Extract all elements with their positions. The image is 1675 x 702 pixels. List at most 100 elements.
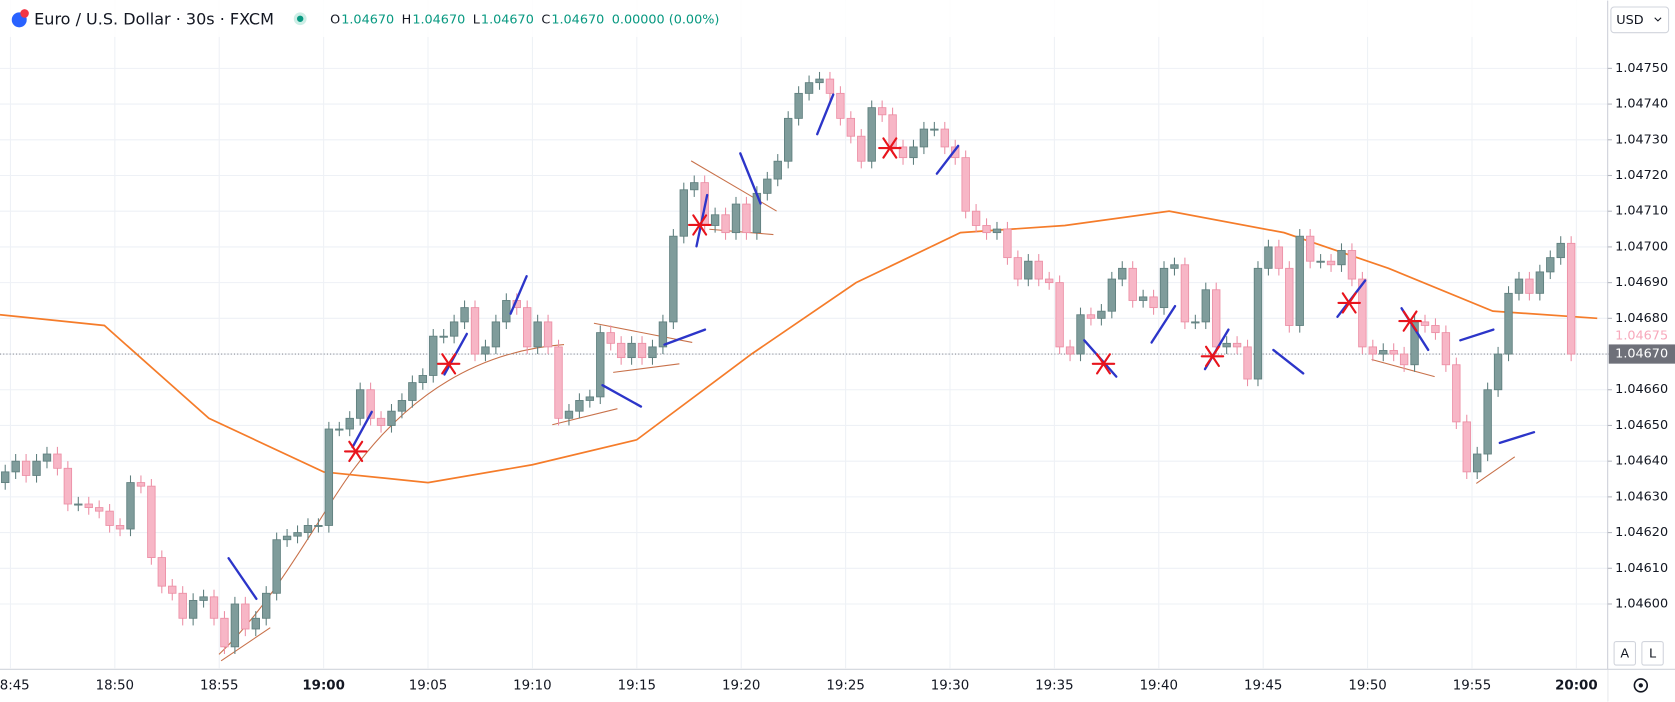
ohlc-key: H [402, 12, 412, 27]
candle-body [1285, 267, 1294, 326]
candle-body [658, 321, 668, 348]
candle-body [1253, 267, 1263, 380]
candle-body [1138, 296, 1148, 301]
candle-body [272, 539, 281, 594]
log-scale-button[interactable] [1641, 641, 1664, 666]
moving-average [0, 210, 1598, 484]
candle-body [470, 307, 480, 355]
candle-body [877, 107, 887, 116]
candle-body [616, 342, 626, 359]
settings-icon [1638, 683, 1643, 688]
candle-body [439, 335, 448, 338]
candle-body [992, 228, 1002, 234]
candle-body [126, 482, 135, 530]
candle-body [53, 453, 62, 469]
candle-body [1222, 342, 1231, 348]
x-tick-label: 19:40 [1140, 678, 1178, 693]
candle-body [794, 92, 803, 119]
candle-body [1065, 346, 1075, 355]
signal-stars [343, 137, 1422, 463]
x-tick-label: 19:45 [1244, 678, 1282, 693]
candle-body [1086, 314, 1096, 319]
blue-line [739, 152, 762, 205]
y-tick-label: 1.04750 [1615, 61, 1668, 76]
x-tick-label: 18:55 [200, 678, 238, 693]
candle-body [888, 114, 897, 148]
price-scale: 1.04600 1.04610 1.04620 1.04630 1.04640 1.046… [1607, 61, 1675, 611]
candle-body [1159, 267, 1169, 309]
candle-body [251, 617, 260, 630]
candle-body [355, 389, 365, 419]
symbol-title[interactable]: Euro / U.S. Dollar · 30s · FXCM [34, 9, 274, 28]
y-tick-label: 1.04620 [1615, 525, 1668, 540]
currency-label[interactable]: USD [1616, 13, 1643, 28]
y-tick-label: 1.04630 [1615, 489, 1668, 504]
candle-body [543, 321, 553, 348]
ohlc-value: 1.04670 [412, 12, 465, 27]
candle-body [1316, 260, 1325, 263]
x-tick-label: 19:30 [931, 678, 969, 693]
candle-body [366, 389, 375, 419]
candle-body [909, 146, 918, 159]
ohlc-value: 1.04670 [341, 12, 394, 27]
candle-body [627, 342, 636, 359]
candle-body [1034, 260, 1043, 280]
x-tick-label: 19:55 [1453, 678, 1491, 693]
candle-body [648, 346, 657, 359]
candle-body [1441, 332, 1451, 366]
signal-star [441, 353, 457, 375]
candle-body [241, 603, 250, 630]
candle-body [1514, 278, 1524, 294]
candle-body [1044, 278, 1054, 284]
blue-line [1498, 431, 1536, 445]
candle-body [105, 510, 114, 526]
y-tick-label: 1.04650 [1615, 418, 1668, 433]
candle-body [1462, 421, 1471, 473]
candle-body [1149, 296, 1158, 309]
auto-scale-button[interactable] [1613, 641, 1637, 666]
candle-body [293, 532, 302, 537]
y-tick-label: 1.04720 [1615, 168, 1668, 183]
log-scale-label[interactable]: L [1649, 646, 1657, 661]
trend-line [220, 627, 271, 662]
auto-scale-label[interactable]: A [1620, 646, 1629, 661]
candle-body [115, 525, 125, 530]
candle-body [1305, 235, 1315, 262]
currency-button[interactable] [1610, 6, 1670, 34]
candle-body [157, 557, 166, 587]
signal-star [348, 440, 364, 463]
y-tick-label: 1.04660 [1615, 382, 1668, 397]
candle-body [1420, 321, 1430, 326]
blue-line [1150, 304, 1177, 344]
ohlc-value: 1.04670 [481, 12, 534, 27]
candle-body [1546, 257, 1555, 273]
candle-body [418, 375, 427, 384]
candle-body [63, 467, 73, 505]
candle-body [502, 300, 511, 323]
candle-body [1399, 353, 1409, 366]
candle-body [11, 460, 20, 473]
candle-body [397, 400, 407, 412]
candle-body [898, 146, 908, 159]
candle-body [188, 599, 198, 619]
candle-body [1180, 264, 1190, 323]
y-tick-label: 1.04680 [1615, 311, 1668, 326]
candle-body [1201, 289, 1210, 323]
candle-body [136, 482, 146, 487]
candle-body [1170, 264, 1179, 269]
candle-body [1232, 342, 1242, 348]
candle-body [282, 535, 292, 541]
candle-body [784, 117, 793, 162]
x-tick-label: 19:05 [409, 678, 447, 693]
trend-line [709, 228, 774, 236]
settings-icon[interactable] [1633, 678, 1649, 693]
y-tick-label: 1.04640 [1615, 454, 1668, 469]
candle-body [742, 203, 751, 234]
candle-body [1264, 246, 1273, 269]
candle-body [982, 225, 991, 234]
last-price-tag [1608, 344, 1675, 364]
candle-body [606, 332, 615, 344]
x-tick-label: 19:25 [826, 678, 864, 693]
candle-body [585, 396, 595, 401]
